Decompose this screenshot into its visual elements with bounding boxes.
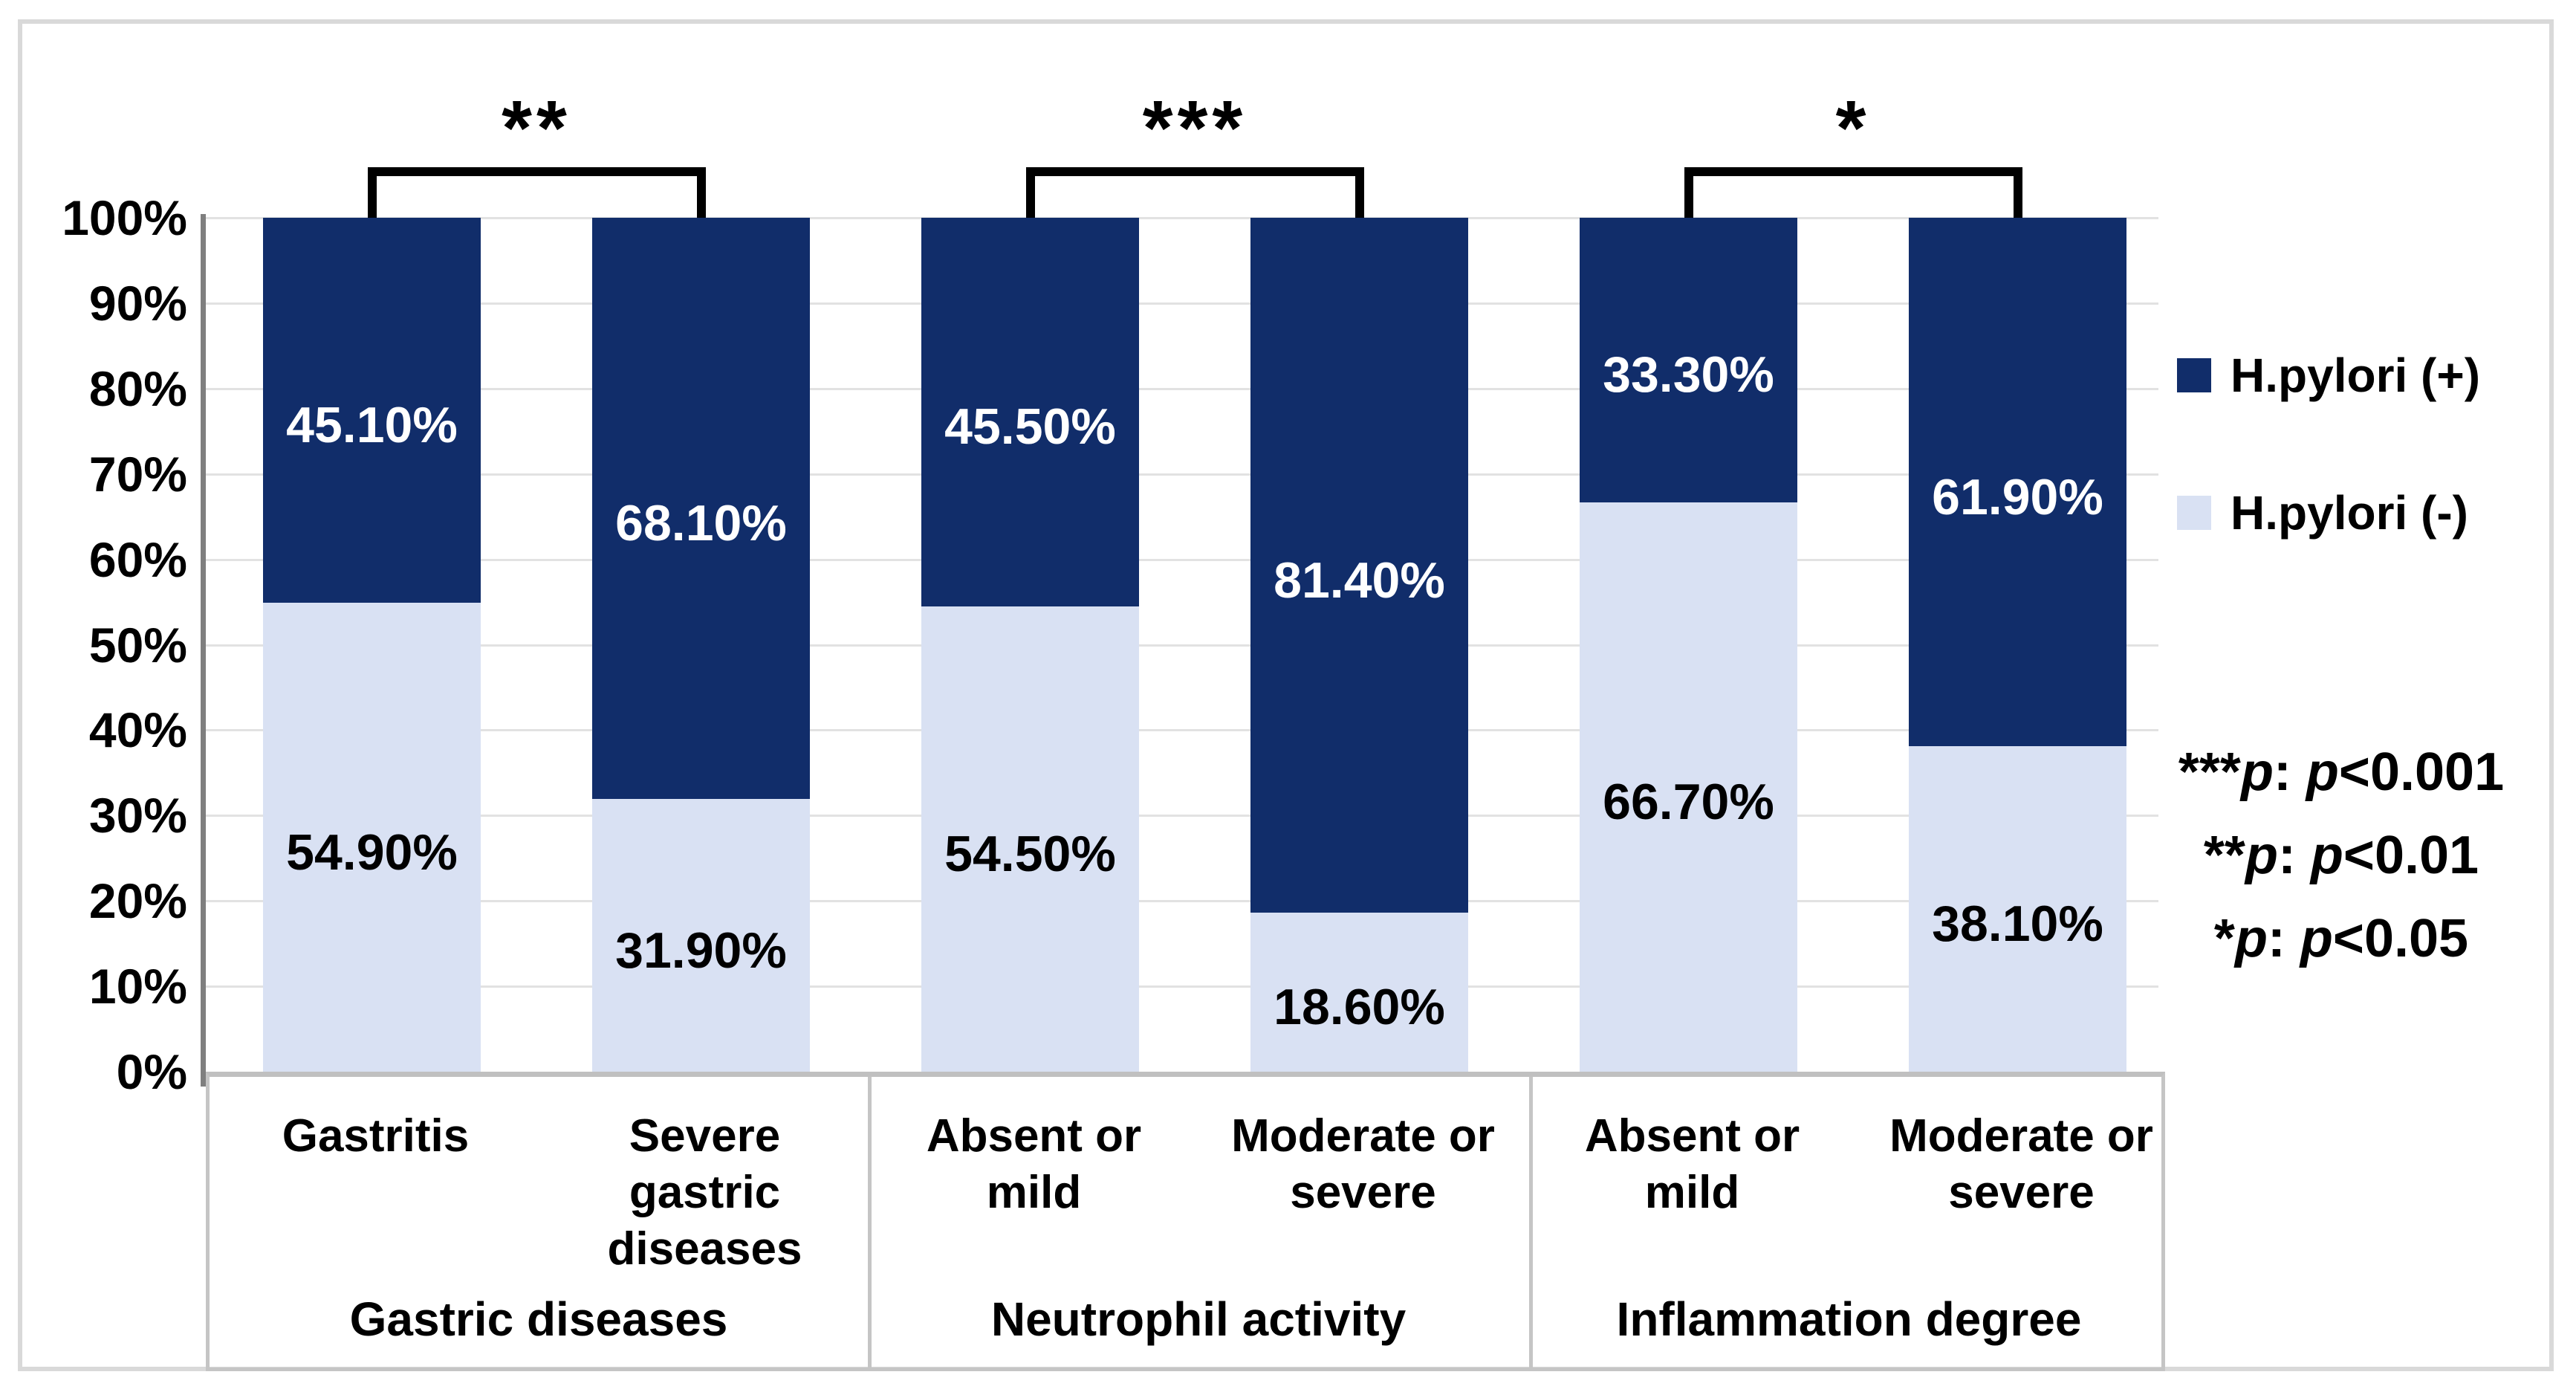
- y-axis-tick-label: 40%: [88, 702, 187, 758]
- legend-label: H.pylori (+): [2231, 349, 2481, 402]
- bar-segment-negative: 31.90%: [592, 799, 810, 1072]
- bar-segment-negative: 18.60%: [1250, 913, 1468, 1072]
- legend-label: H.pylori (-): [2231, 486, 2468, 540]
- category-label: Absent or mild: [926, 1110, 1142, 1218]
- note-p-symbol: p: [2306, 742, 2339, 802]
- bar-value-label: 31.90%: [615, 922, 787, 979]
- significance-stars: **: [502, 85, 571, 172]
- note-colon: :: [2267, 909, 2300, 968]
- bar-value-label: 68.10%: [615, 495, 787, 552]
- y-axis-tick-label: 60%: [88, 531, 187, 587]
- note-colon: :: [2273, 742, 2306, 802]
- category-group-separator: [1529, 1077, 1533, 1367]
- y-axis-tick-label: 80%: [88, 360, 187, 416]
- significance-note-line: ***p: p<0.001: [2081, 731, 2576, 814]
- gridline: [206, 473, 2158, 476]
- category-group-label: Inflammation degree: [1616, 1292, 2082, 1346]
- bar-value-label: 66.70%: [1603, 773, 1774, 830]
- bar-value-label: 61.90%: [1932, 468, 2103, 525]
- gridline: [206, 729, 2158, 732]
- gridline: [206, 302, 2158, 305]
- legend-item: H.pylori (-): [2177, 483, 2468, 543]
- bar: 81.40% 18.60%: [1250, 218, 1468, 1072]
- bar: 45.50% 54.50%: [921, 218, 1139, 1072]
- bar-segment-positive: 61.90%: [1909, 218, 2126, 747]
- gridline: [206, 644, 2158, 647]
- y-axis-tick-label: 90%: [88, 275, 187, 331]
- significance-stars: ***: [1142, 85, 1248, 172]
- bar-segment-positive: 33.30%: [1580, 218, 1797, 502]
- note-p-symbol: p: [2300, 909, 2333, 968]
- category-label: Moderate or severe: [1231, 1110, 1495, 1218]
- legend-item: H.pylori (+): [2177, 346, 2480, 405]
- note-stars: **: [2203, 826, 2245, 885]
- note-threshold: <0.01: [2343, 826, 2479, 885]
- bar: 61.90% 38.10%: [1909, 218, 2126, 1072]
- gridline: [206, 985, 2158, 988]
- y-axis-tick-label: 10%: [88, 959, 187, 1014]
- y-axis-tick-label: 30%: [88, 788, 187, 844]
- legend-swatch-negative: [2177, 496, 2211, 530]
- bar-value-label: 54.90%: [286, 823, 458, 881]
- note-colon: :: [2277, 826, 2311, 885]
- bar-segment-positive: 68.10%: [592, 218, 810, 800]
- gridline: [206, 558, 2158, 561]
- y-axis-line: [201, 214, 206, 1087]
- significance-note-line: **p: p<0.01: [2081, 814, 2576, 897]
- note-p-symbol: p: [2234, 909, 2268, 968]
- y-axis-tick-label: 0%: [116, 1044, 187, 1099]
- bar-segment-positive: 45.50%: [921, 218, 1139, 606]
- y-axis-tick-label: 20%: [88, 873, 187, 929]
- x-axis-category-table: Gastritis Severe gastric diseases Absent o…: [206, 1072, 2165, 1371]
- note-stars: *: [2213, 909, 2235, 968]
- note-stars: ***: [2178, 742, 2241, 802]
- bar: 68.10% 31.90%: [592, 218, 810, 1072]
- gridline: [206, 815, 2158, 818]
- bar-value-label: 54.50%: [944, 825, 1116, 882]
- category-group-separator: [868, 1077, 872, 1367]
- category-label: Severe gastric diseases: [607, 1110, 802, 1275]
- note-threshold: <0.05: [2332, 909, 2469, 968]
- category-group-label: Neutrophil activity: [990, 1292, 1407, 1346]
- y-axis-tick-label: 50%: [88, 617, 187, 673]
- bar-segment-positive: 45.10%: [263, 218, 481, 603]
- bar: 45.10% 54.90%: [263, 218, 481, 1072]
- significance-bracket: [1025, 167, 1364, 218]
- gridline: [206, 217, 2158, 219]
- y-axis-tick-label: 100%: [62, 190, 187, 245]
- significance-notes: ***p: p<0.001 **p: p<0.01 *p: p<0.05: [2081, 731, 2576, 980]
- bar-value-label: 18.60%: [1274, 979, 1445, 1036]
- category-label: Absent or mild: [1584, 1110, 1800, 1218]
- bar-segment-negative: 54.50%: [921, 606, 1139, 1072]
- bar-segment-positive: 81.40%: [1250, 218, 1468, 913]
- bar-value-label: 81.40%: [1274, 551, 1445, 609]
- gridline: [206, 900, 2158, 903]
- bar-value-label: 38.10%: [1932, 896, 2103, 953]
- category-label: Moderate or severe: [1889, 1110, 2153, 1218]
- significance-stars: *: [1835, 85, 1871, 172]
- bar: 33.30% 66.70%: [1580, 218, 1797, 1072]
- y-axis-tick-label: 70%: [88, 446, 187, 502]
- bar-value-label: 33.30%: [1603, 346, 1774, 404]
- bar-segment-negative: 38.10%: [1909, 746, 2126, 1072]
- bar-value-label: 45.10%: [286, 397, 458, 454]
- note-p-symbol: p: [2310, 826, 2343, 885]
- gridline: [206, 387, 2158, 390]
- plot-area: 45.10% 54.90% 68.10% 31.90% 45.50% 54.50% 81.4…: [201, 85, 2158, 1087]
- bar-segment-negative: 54.90%: [263, 603, 481, 1072]
- legend-swatch-positive: [2177, 358, 2211, 392]
- category-group-label: Gastric diseases: [349, 1292, 728, 1346]
- note-p-symbol: p: [2245, 826, 2278, 885]
- note-threshold: <0.001: [2338, 742, 2505, 802]
- category-label: Gastritis: [282, 1110, 470, 1162]
- bar-segment-negative: 66.70%: [1580, 502, 1797, 1072]
- significance-bracket: [367, 167, 706, 218]
- significance-note-line: *p: p<0.05: [2081, 897, 2576, 980]
- bar-value-label: 45.50%: [944, 398, 1116, 456]
- note-p-symbol: p: [2240, 742, 2274, 802]
- significance-bracket: [1684, 167, 2022, 218]
